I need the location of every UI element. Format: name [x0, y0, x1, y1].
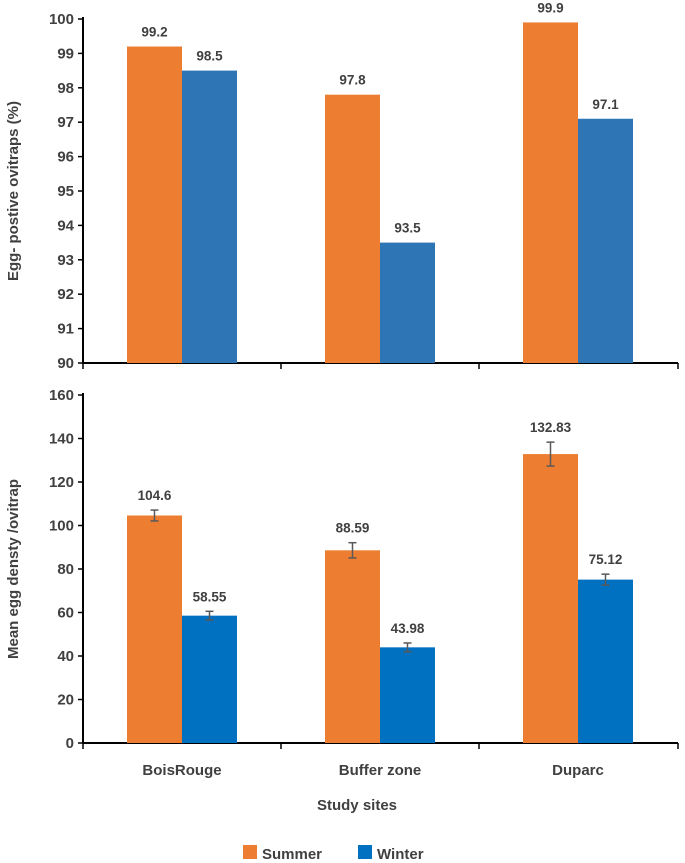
bar-density-summer-0 [127, 515, 182, 743]
x-axis-title: Study sites [317, 797, 397, 814]
y-tick-label: 40 [57, 648, 74, 665]
bar-density-winter-0 [182, 615, 237, 743]
data-label: 132.83 [530, 420, 572, 435]
y-tick-label: 60 [57, 605, 74, 622]
data-label: 93.5 [394, 221, 421, 236]
legend-label-winter: Winter [377, 846, 424, 863]
y-axis-title: Egg- postive ovitraps (%) [5, 101, 22, 281]
bar-pct-summer-0 [127, 46, 182, 364]
y-tick-label: 95 [57, 183, 74, 200]
y-tick-label: 98 [57, 80, 74, 97]
bar-density-winter-1 [380, 647, 435, 743]
bar-pct-summer-1 [325, 94, 380, 364]
bar-pct-winter-2 [578, 118, 633, 363]
data-label: 98.5 [196, 49, 223, 64]
data-label: 88.59 [336, 521, 370, 536]
legend-swatch-winter [358, 845, 372, 859]
category-label: BoisRouge [142, 762, 221, 779]
data-label: 99.9 [537, 0, 563, 15]
bar-density-summer-2 [523, 454, 578, 743]
y-tick-label: 93 [57, 252, 74, 269]
egg-positive-chart: 90 91 92 93 94 95 96 97 98 99 100 Egg- postive ovit… [5, 0, 679, 372]
data-label: 75.12 [589, 552, 623, 567]
y-tick-label: 80 [57, 561, 74, 578]
y-tick-label: 160 [49, 387, 74, 404]
data-label: 104.6 [138, 488, 172, 503]
data-label: 43.98 [391, 621, 425, 636]
bar-pct-winter-1 [380, 242, 435, 363]
legend: Summer Winter [243, 845, 424, 863]
data-label: 99.2 [141, 25, 167, 40]
y-tick-label: 20 [57, 692, 74, 709]
category-label: Duparc [552, 762, 604, 779]
y-tick-label: 140 [49, 431, 74, 448]
y-tick-label: 0 [66, 735, 74, 752]
y-tick-label: 91 [57, 321, 74, 338]
bar-pct-summer-2 [523, 22, 578, 363]
legend-swatch-summer [243, 845, 257, 859]
y-tick-label: 92 [57, 286, 74, 303]
data-label: 97.8 [339, 73, 366, 88]
y-tick-label: 90 [57, 355, 74, 372]
y-tick-label: 96 [57, 149, 74, 166]
y-tick-label: 100 [49, 518, 74, 535]
bar-density-winter-2 [578, 579, 633, 743]
data-label: 58.55 [193, 589, 227, 604]
egg-density-chart: 0 20 40 60 80 100 120 140 160 Mean egg densty /ov… [5, 387, 679, 779]
y-tick-label: 99 [57, 45, 74, 62]
bar-density-summer-1 [325, 550, 380, 743]
y-axis-title: Mean egg densty /ovitrap [5, 479, 22, 659]
y-tick-label: 120 [49, 474, 74, 491]
y-tick-label: 97 [57, 114, 74, 131]
y-tick-label: 100 [49, 11, 74, 28]
data-label: 97.1 [592, 97, 619, 112]
bar-pct-winter-0 [182, 70, 237, 363]
category-label: Buffer zone [339, 762, 422, 779]
y-tick-label: 94 [57, 217, 74, 234]
legend-label-summer: Summer [262, 846, 322, 863]
